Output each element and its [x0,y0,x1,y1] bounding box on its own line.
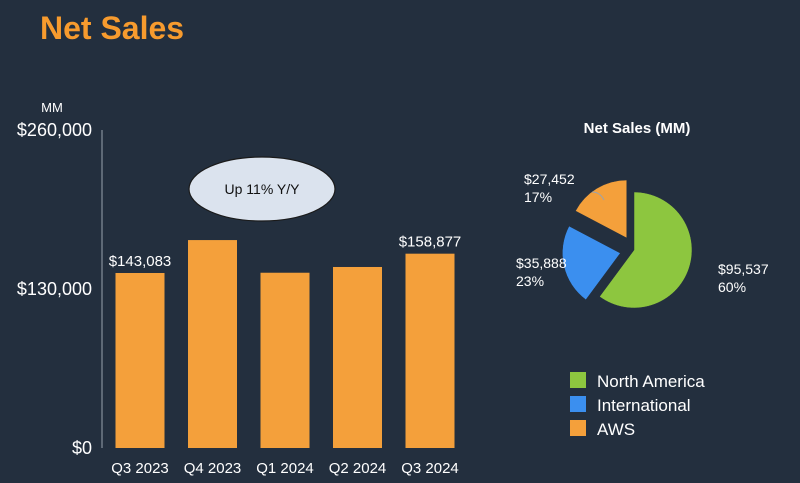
bar-data-label: $143,083 [109,253,172,270]
y-tick-label: $130,000 [17,279,92,299]
pie-slice [575,179,628,239]
y-tick-label: $0 [72,438,92,458]
y-axis-unit-label: MM [41,100,63,115]
legend-swatch [570,396,586,412]
y-tick-label: $260,000 [17,120,92,140]
pie-slice [599,191,693,309]
x-tick-label: Q2 2024 [329,460,387,477]
pie-percent-label: 17% [524,189,552,205]
bar [333,266,382,448]
legend-swatch [570,372,586,388]
bar [260,272,310,448]
bar-data-label: $158,877 [399,234,462,251]
bar [405,253,455,448]
x-tick-label: Q1 2024 [256,460,314,477]
pie-value-label: $27,452 [524,171,575,187]
legend-label: AWS [597,420,635,439]
pie-chart: Net Sales (MM) $95,537 60% $35,888 23% $27,45… [516,120,769,439]
pie-percent-label: 60% [718,279,746,295]
bar [115,272,165,448]
legend-swatch [570,420,586,436]
pie-value-label: $35,888 [516,255,567,271]
x-tick-label: Q3 2023 [111,460,169,477]
pie-percent-label: 23% [516,273,544,289]
bar [188,240,237,448]
pie-leader-line [591,191,605,201]
x-tick-label: Q4 2023 [184,460,242,477]
legend-label: North America [597,372,705,391]
page-title: Net Sales [40,10,185,46]
pie-slice [562,225,621,301]
yoy-callout-text: Up 11% Y/Y [225,181,301,197]
yoy-callout-ellipse [188,156,336,222]
pie-value-label: $95,537 [718,261,769,277]
legend-label: International [597,396,691,415]
pie-title: Net Sales (MM) [584,120,691,137]
x-tick-label: Q3 2024 [401,460,459,477]
bar-chart: MM $0 $130,000 $260,000 Q3 2023 $143,083 Q4 20… [17,100,461,477]
